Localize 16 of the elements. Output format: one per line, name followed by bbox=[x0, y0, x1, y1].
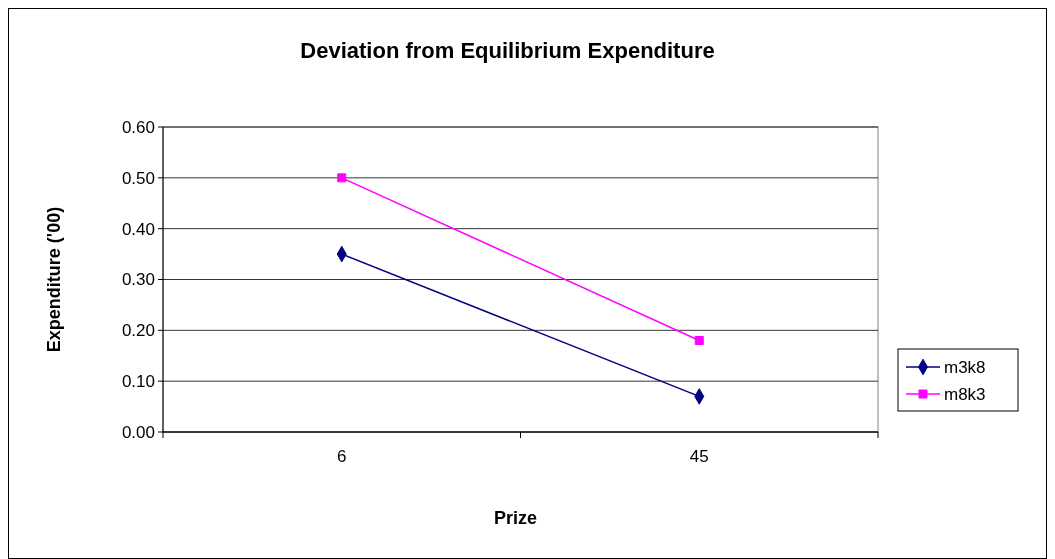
x-tick-label: 45 bbox=[689, 447, 709, 466]
y-axis-title: Expenditure ('00) bbox=[44, 206, 64, 353]
chart-title: Deviation from Equilibrium Expenditure bbox=[300, 38, 715, 63]
legend-label: m3k8 bbox=[944, 357, 986, 377]
point bbox=[337, 173, 347, 183]
point bbox=[694, 336, 704, 345]
y-tick-label: 0.20 bbox=[121, 321, 155, 341]
y-tick-label: 0.60 bbox=[121, 117, 155, 137]
y-tick-label: 0.00 bbox=[121, 422, 155, 442]
y-tick-label: 0.10 bbox=[121, 372, 155, 392]
x-axis-title: Prize bbox=[493, 508, 538, 528]
y-tick-label: 0.50 bbox=[121, 168, 155, 188]
y-tick-label: 0.30 bbox=[121, 270, 155, 290]
x-tick-label: 6 bbox=[337, 447, 347, 466]
y-tick-label: 0.40 bbox=[121, 219, 155, 239]
legend-label: m8k3 bbox=[944, 384, 986, 404]
